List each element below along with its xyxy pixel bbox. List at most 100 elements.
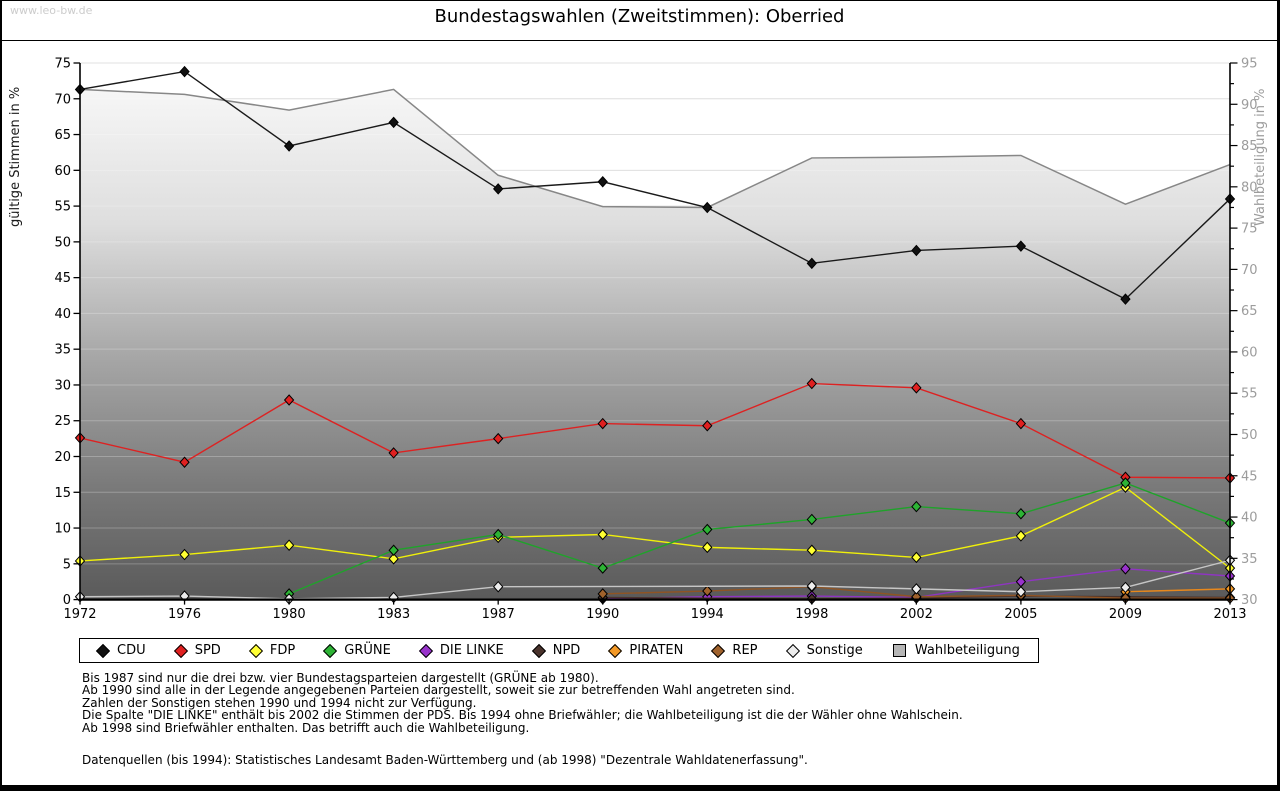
svg-text:2005: 2005 <box>1004 607 1037 622</box>
svg-text:10: 10 <box>54 522 71 537</box>
data-point-diamond <box>597 417 608 430</box>
data-point-diamond <box>1015 417 1027 430</box>
legend-item-spd: SPD <box>173 643 221 658</box>
svg-text:2013: 2013 <box>1213 607 1246 622</box>
data-point-diamond <box>702 541 713 554</box>
series-fdp <box>74 481 1236 574</box>
data-point-diamond <box>806 257 817 270</box>
svg-text:75: 75 <box>1241 222 1258 237</box>
data-point-diamond <box>1120 563 1131 575</box>
legend-item-fdp: FDP <box>248 643 295 658</box>
data-point-diamond <box>1015 530 1027 542</box>
svg-text:15: 15 <box>54 486 71 501</box>
legend-item-piraten: PIRATEN <box>608 643 684 658</box>
svg-text:35: 35 <box>1241 552 1258 567</box>
svg-text:80: 80 <box>1241 180 1258 195</box>
svg-text:45: 45 <box>1241 469 1258 484</box>
footnote-line: Bis 1987 sind nur die drei bzw. vier Bun… <box>82 671 599 685</box>
svg-text:55: 55 <box>54 200 71 215</box>
data-point-diamond <box>493 528 504 541</box>
diamond-marker-icon <box>608 643 623 658</box>
data-point-diamond <box>806 544 817 556</box>
footnote-line: Zahlen der Sonstigen stehen 1990 und 199… <box>82 695 477 710</box>
leo-bw-watermark: www.leo-bw.de <box>10 4 93 17</box>
page-title: Bundestagswahlen (Zweitstimmen): Oberrie… <box>434 6 845 27</box>
data-point-diamond <box>597 528 608 541</box>
data-point-diamond <box>388 544 399 556</box>
data-point-diamond <box>388 447 399 459</box>
data-point-diamond <box>493 432 504 445</box>
legend-label: PIRATEN <box>629 643 684 658</box>
svg-text:95: 95 <box>1241 57 1258 72</box>
legend-label: DIE LINKE <box>439 643 504 658</box>
svg-text:45: 45 <box>54 271 71 286</box>
footnotes: Bis 1987 sind nur die drei bzw. vier Bun… <box>82 672 963 734</box>
svg-text:5: 5 <box>63 557 71 572</box>
data-point-diamond <box>702 523 713 536</box>
diamond-marker-icon <box>323 643 338 658</box>
svg-text:65: 65 <box>1241 304 1258 319</box>
svg-text:1994: 1994 <box>691 607 724 622</box>
data-point-diamond <box>597 562 608 574</box>
svg-text:1983: 1983 <box>377 607 410 622</box>
legend-label: GRÜNE <box>344 643 391 658</box>
data-point-diamond <box>1015 507 1027 520</box>
data-point-diamond <box>806 513 817 526</box>
svg-text:30: 30 <box>1241 593 1258 608</box>
svg-text:0: 0 <box>63 593 71 608</box>
series-wahlbeteiligung-line <box>79 88 1231 209</box>
turnout-area <box>80 89 1230 600</box>
svg-text:2002: 2002 <box>900 607 933 622</box>
legend-label: SPD <box>194 643 221 658</box>
chart-legend: CDU SPD FDP GRÜNE DIE LINKE NPD PIRATEN REP Sons… <box>79 638 1039 663</box>
svg-text:55: 55 <box>1241 387 1258 402</box>
svg-text:90: 90 <box>1241 98 1258 113</box>
data-point-diamond <box>283 394 295 406</box>
data-point-diamond <box>911 382 922 394</box>
left-axis-title: gültige Stimmen in % <box>8 87 23 227</box>
data-point-diamond <box>1120 477 1131 489</box>
data-point-diamond <box>1120 293 1131 305</box>
series-cdu <box>74 65 1236 305</box>
svg-text:1998: 1998 <box>795 607 828 622</box>
svg-text:2009: 2009 <box>1109 607 1142 622</box>
right-axis-title: Wahlbeteiligung in % <box>1253 89 1268 226</box>
svg-text:75: 75 <box>54 57 71 72</box>
data-point-diamond <box>806 377 817 390</box>
data-source-note: Datenquellen (bis 1994): Statistisches L… <box>82 753 808 767</box>
data-point-diamond <box>179 548 190 561</box>
svg-text:1980: 1980 <box>273 607 306 622</box>
legend-label: CDU <box>117 643 146 658</box>
data-point-diamond <box>806 580 817 592</box>
data-point-diamond <box>702 585 713 597</box>
axes: 0 5 10 15 20 25 30 35 40 45 50 55 60 65 70 75 30 35 40 45 50… <box>54 57 1257 623</box>
svg-text:70: 70 <box>54 92 71 107</box>
data-point-diamond <box>493 580 504 593</box>
data-point-diamond <box>283 539 295 551</box>
data-point-diamond <box>911 500 922 513</box>
diamond-marker-icon <box>711 643 726 658</box>
svg-text:20: 20 <box>54 450 71 465</box>
svg-text:1990: 1990 <box>586 607 619 622</box>
diamond-marker-icon <box>531 643 546 658</box>
svg-text:35: 35 <box>54 343 71 358</box>
footnote-line: Ab 1990 sind alle in der Legende angegeb… <box>82 683 795 698</box>
svg-text:70: 70 <box>1241 263 1258 278</box>
svg-text:60: 60 <box>54 164 71 179</box>
svg-text:30: 30 <box>54 378 71 393</box>
data-point-diamond <box>283 140 295 152</box>
footnote-line: Ab 1998 sind Briefwähler enthalten. Das … <box>82 720 530 735</box>
svg-text:50: 50 <box>1241 428 1258 443</box>
legend-item-npd: NPD <box>531 643 581 658</box>
data-point-diamond <box>179 65 190 78</box>
legend-item-wahlbeteiligung: Wahlbeteiligung <box>892 643 1020 658</box>
data-point-diamond <box>911 244 922 257</box>
election-line-chart: 0 5 10 15 20 25 30 35 40 45 50 55 60 65 70 75 30 35 40 45 50… <box>8 57 1268 623</box>
legend-label: NPD <box>552 643 581 658</box>
legend-item-cdu: CDU <box>95 643 146 658</box>
legend-item-sonstige: Sonstige <box>785 643 863 658</box>
footnote-line: Die Spalte "DIE LINKE" enthält bis 2002 … <box>82 708 963 723</box>
legend-label: Wahlbeteiligung <box>914 643 1020 658</box>
data-point-diamond <box>702 419 713 432</box>
